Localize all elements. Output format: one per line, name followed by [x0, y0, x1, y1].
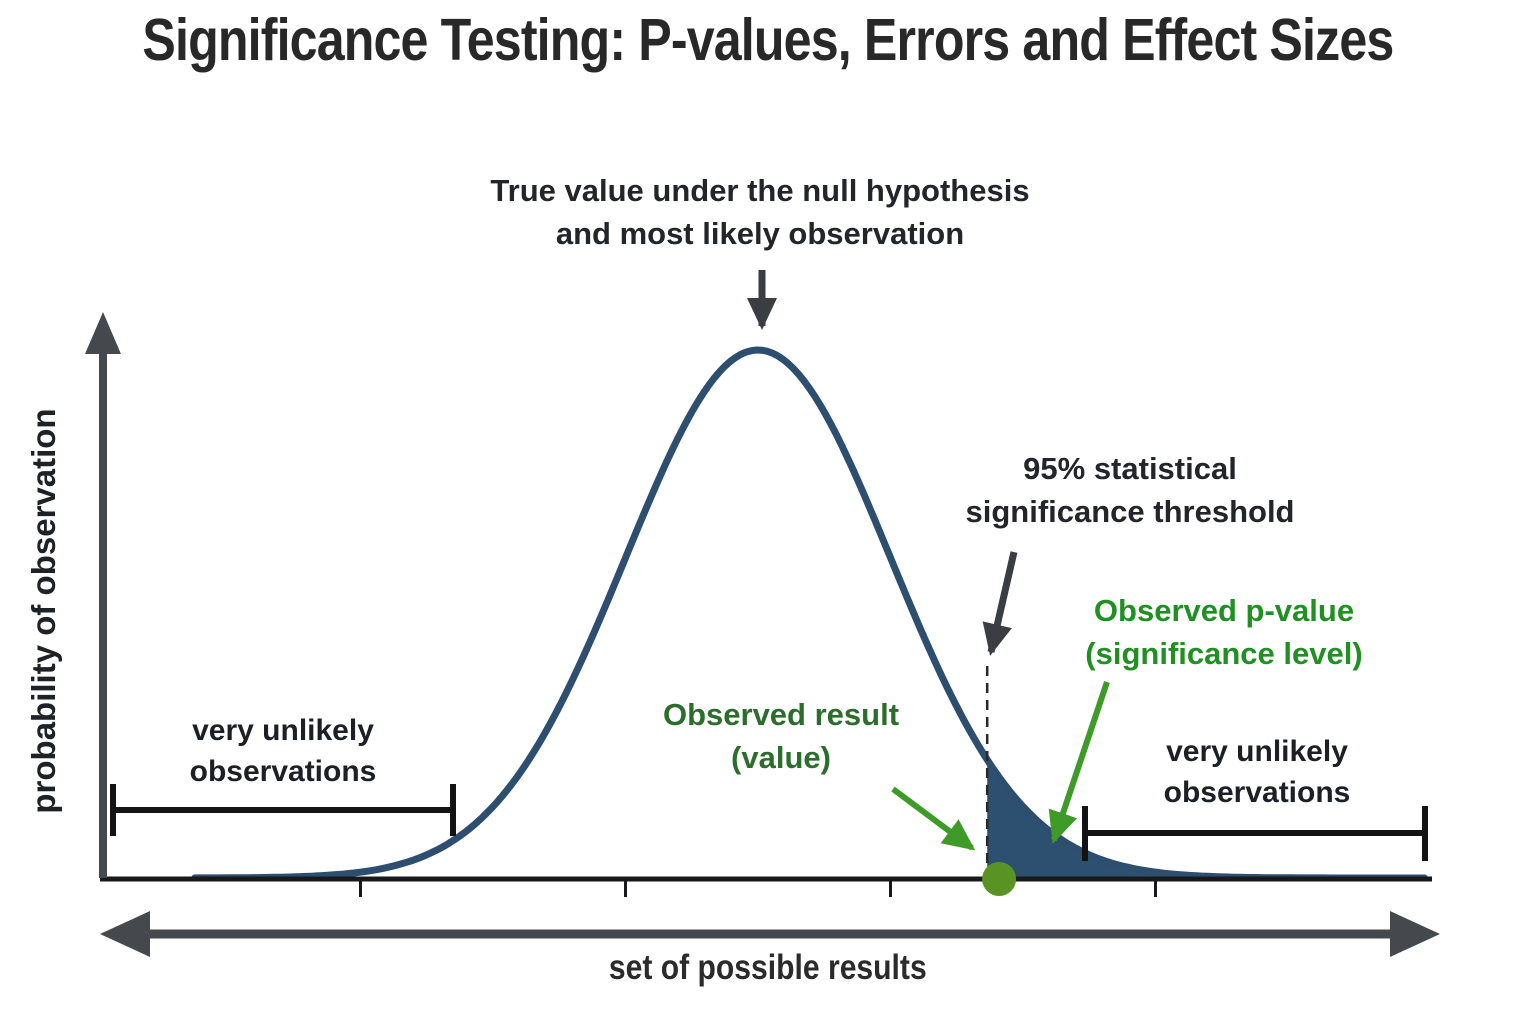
right-unlikely-label-line1: very unlikely — [1166, 735, 1348, 768]
observed-result-label-line2: (value) — [731, 739, 831, 775]
observed-result-label-line1: Observed result — [662, 697, 900, 732]
threshold-label-line2: significance threshold — [965, 493, 1295, 529]
threshold-arrow-icon — [982, 551, 1018, 656]
left-unlikely-label-line1: very unlikely — [192, 714, 374, 747]
right-unlikely-label: very unlikely observations — [1107, 731, 1407, 814]
null-hypothesis-label-line2: and most likely observation — [555, 215, 965, 251]
p-value-label-line2: (significance level) — [1085, 635, 1363, 671]
x-axis-ticks — [359, 879, 1157, 897]
x-axis-label: set of possible results — [609, 948, 927, 987]
null-hypothesis-label: True value under the null hypothesis and… — [430, 170, 1090, 256]
left-arrowhead-icon — [100, 911, 150, 957]
threshold-label-line1: 95% statistical — [1023, 451, 1237, 486]
observed-result-arrow-icon — [891, 786, 976, 851]
y-axis-arrowhead-icon — [85, 312, 121, 354]
null-hypothesis-label-line1: True value under the null hypothesis — [490, 173, 1030, 208]
left-unlikely-label-line2: observations — [189, 755, 377, 789]
right-unlikely-label-line2: observations — [1163, 776, 1351, 810]
page-title: Significance Testing: P-values, Errors a… — [142, 7, 1394, 73]
p-value-shaded-tail — [987, 759, 1428, 878]
observed-result-dot — [982, 862, 1017, 896]
right-arrowhead-icon — [1390, 911, 1440, 957]
x-range-double-arrow — [100, 911, 1440, 957]
left-unlikely-bracket — [110, 784, 456, 836]
p-value-arrow-icon — [1048, 681, 1110, 844]
observed-result-label: Observed result (value) — [631, 694, 931, 780]
right-unlikely-bracket — [1082, 806, 1428, 861]
left-unlikely-label: very unlikely observations — [133, 710, 433, 793]
threshold-label: 95% statistical significance threshold — [930, 448, 1330, 534]
p-value-label-line1: Observed p-value — [1093, 593, 1355, 628]
y-axis-label: probability of observation — [25, 408, 62, 814]
p-value-label: Observed p-value (significance level) — [1034, 590, 1414, 676]
